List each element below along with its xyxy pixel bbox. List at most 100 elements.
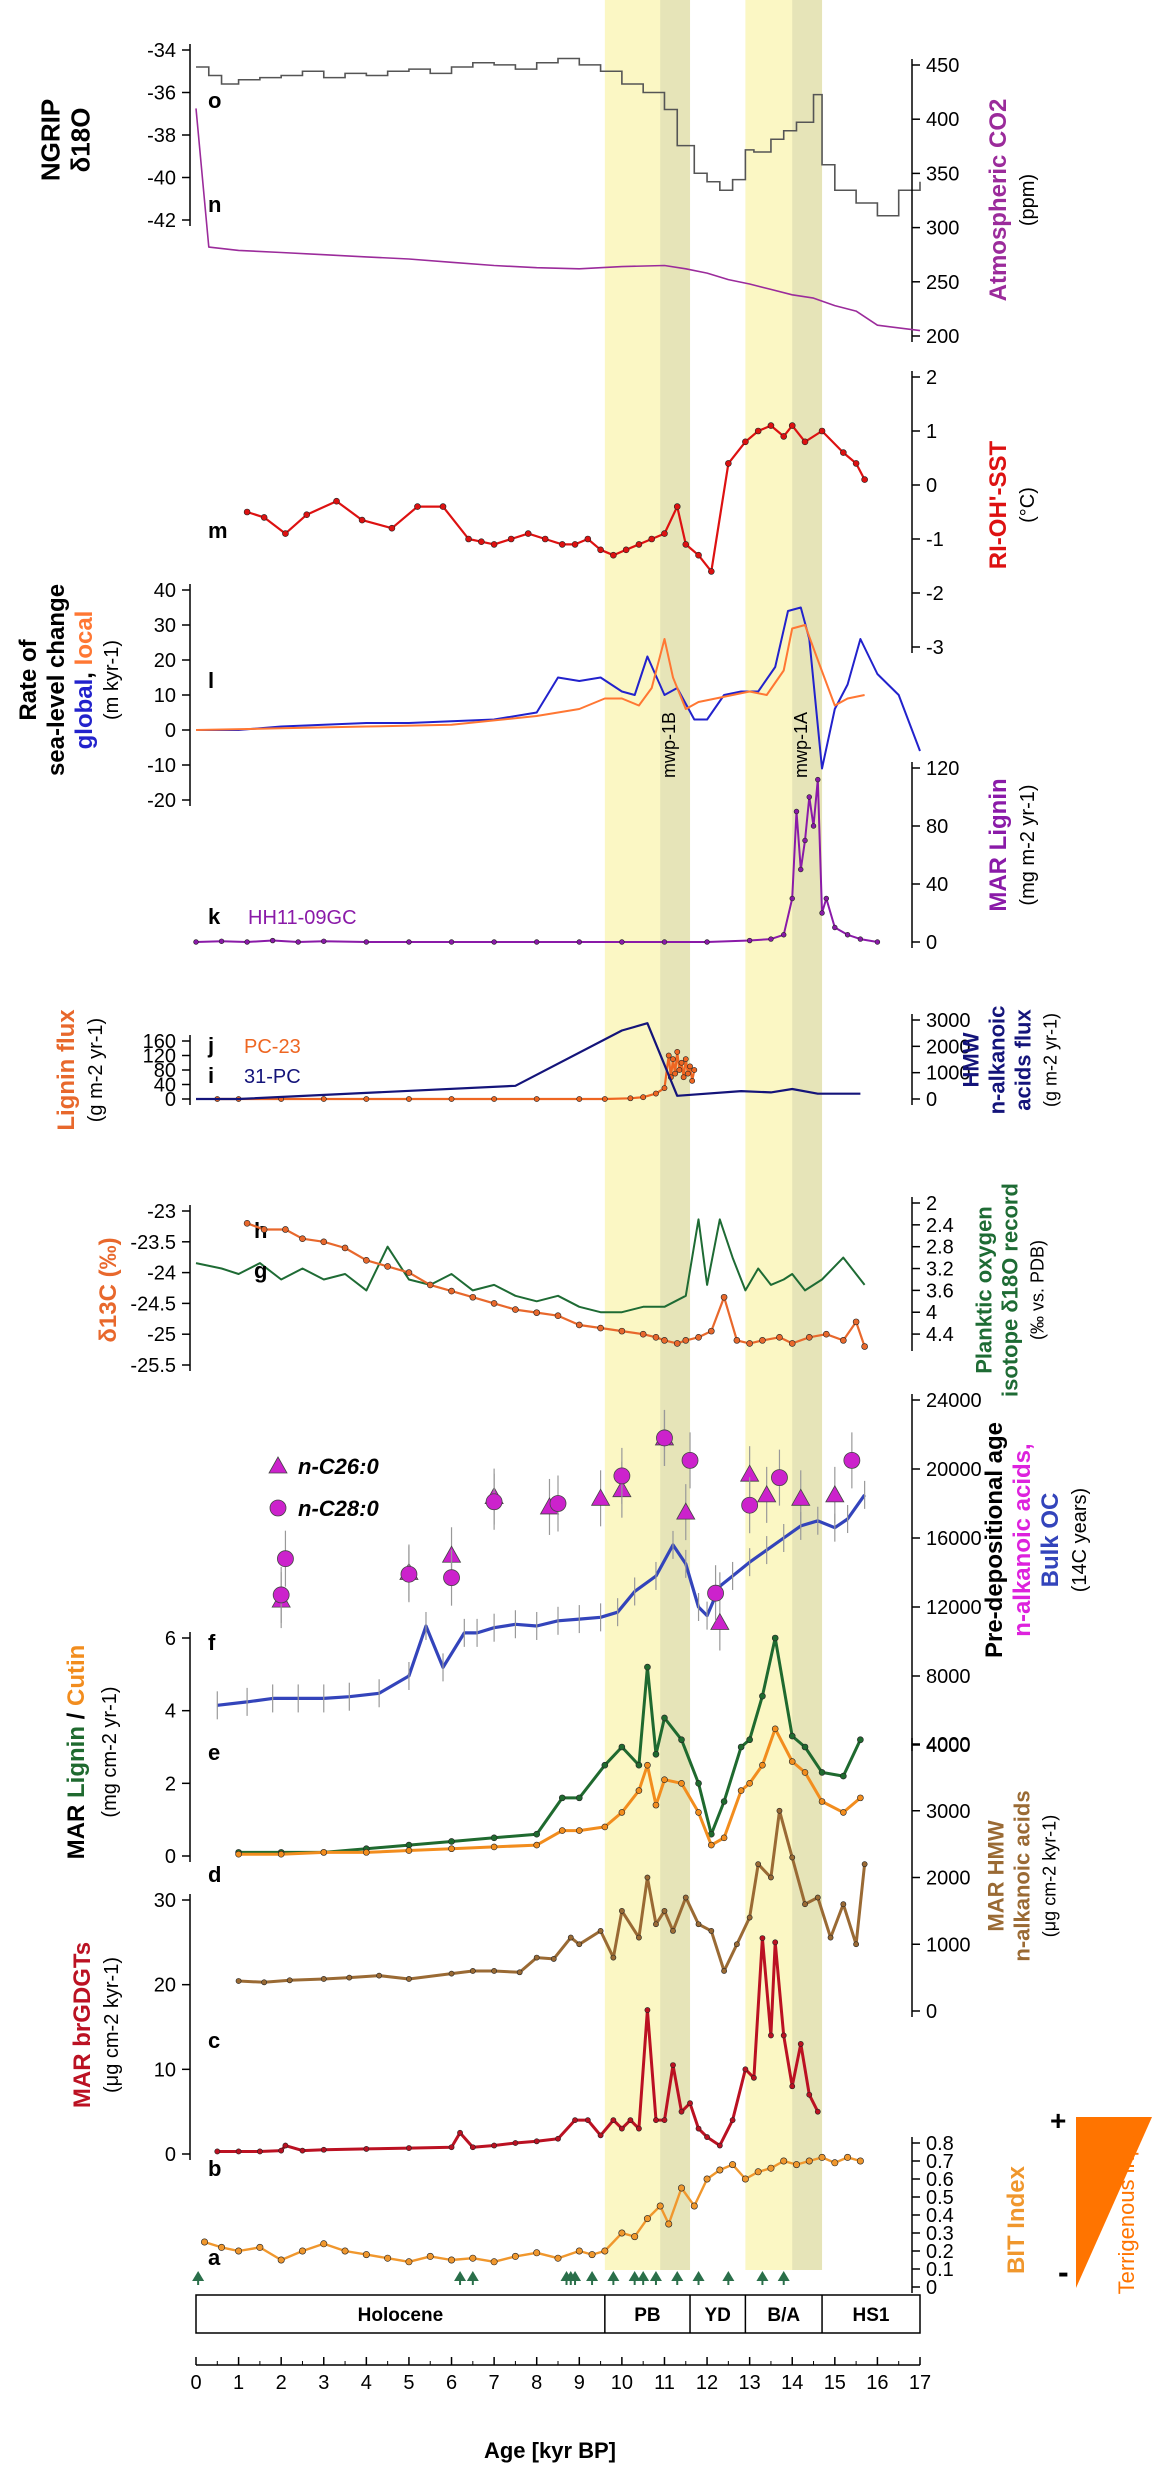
series-sst-point-21 <box>635 541 643 548</box>
series-mar-brgdgts-point-33 <box>742 2066 749 2073</box>
series-name-31pc: 31-PC <box>244 1066 301 1088</box>
series-mar-lignin-hh11-point-23 <box>810 823 817 829</box>
ylabel-ij-left-line-0: Lignin flux <box>53 1009 80 1131</box>
x-tick-label-1: 1 <box>233 2372 244 2394</box>
series-mar-hmw-point-35 <box>827 1934 834 1941</box>
series-mar-hmw-point-34 <box>814 1894 821 1901</box>
axis-n-tick-label-2: 350 <box>926 163 959 185</box>
series-mar-brgdgts-point-19 <box>610 2117 617 2124</box>
period-label-4: HS1 <box>853 2305 890 2326</box>
axis-g: -23 -23.5 -24 -24.5 -25 -25.5 <box>130 1201 191 1377</box>
series-mar-cutin-point-5 <box>448 1845 455 1853</box>
ylabel-h: Planktic oxygen isotope δ18O record (‰ vs.… <box>971 1183 1047 1397</box>
tree-trunk <box>471 2281 474 2285</box>
tree-icon <box>628 2271 641 2281</box>
series-mar-brgdgts-point-13 <box>512 2140 519 2146</box>
tree-icon <box>607 2271 620 2281</box>
axis-g-tick-label-0: -23 <box>147 1201 176 1223</box>
series-mar-lignin-point-13 <box>644 1663 651 1671</box>
panel-letter-i: i <box>208 1063 214 1088</box>
tree-trunk <box>197 2281 200 2285</box>
terrigenous-minus: - <box>1058 2254 1069 2290</box>
series-sst-point-0 <box>243 508 251 516</box>
tree-trunk <box>727 2281 730 2285</box>
series-bit-point-16 <box>533 2249 541 2257</box>
series-mar-lignin-hh11-point-20 <box>798 866 804 873</box>
series-name-hh11: HH11-09GC <box>248 907 357 929</box>
series-bit-point-3 <box>256 2243 264 2251</box>
ylabel-c: MAR brGDGTs (μg cm-2 kyr-1) <box>69 1942 123 2108</box>
tree-marker-1 <box>454 2271 467 2285</box>
series-mar-brgdgts-point-10 <box>457 2129 463 2136</box>
axis-o-tick-label-3: -40 <box>147 168 176 190</box>
tree-icon <box>586 2271 599 2281</box>
axis-c-tick-label-3: 0 <box>165 2144 176 2166</box>
series-mar-lignin-point-27 <box>840 1772 847 1780</box>
series-mar-brgdgts-point-36 <box>768 2032 774 2039</box>
x-tick-label-17: 17 <box>909 2372 931 2394</box>
axis-b: 0.80.70.60.50.40.30.20.10 <box>911 2133 954 2299</box>
series-sst-point-29 <box>742 438 749 446</box>
axis-c-tick-label-1: 20 <box>154 1975 176 1997</box>
series-sst-point-24 <box>673 503 681 510</box>
series-mar-hmw-point-24 <box>695 1921 702 1928</box>
axis-b-tick-label-8: 0 <box>926 2277 937 2299</box>
series-mar-lignin-hh11-point-0 <box>193 939 199 945</box>
series-PC-23-point-24 <box>684 1070 691 1077</box>
series-sst-point-31 <box>767 422 775 429</box>
series-bit-point-0 <box>201 2238 209 2246</box>
ylabel-d-line-2: (μg cm-2 kyr-1) <box>1039 1815 1059 1937</box>
c26-point-12 <box>791 1488 811 1506</box>
axis-g-tick-label-4: -25 <box>147 1324 176 1346</box>
series-d13c-point-29 <box>759 1337 766 1344</box>
series-mar-lignin-point-8 <box>558 1794 566 1802</box>
series-mar-lignin-point-24 <box>788 1732 796 1740</box>
series-mar-hmw-point-4 <box>346 1974 353 1981</box>
axis-b-tick-label-0: 0.8 <box>926 2133 954 2155</box>
axis-l-tick-label-0: 40 <box>154 580 176 602</box>
series-d13c-point-1 <box>260 1226 268 1233</box>
series-mar-lignin-hh11-point-14 <box>704 939 710 945</box>
axis-g-tick-label-3: -24.5 <box>130 1293 176 1315</box>
tree-icon <box>454 2271 467 2281</box>
tree-trunk <box>654 2281 657 2285</box>
ylabel-ij-right-line-3: (g m-2 yr-1) <box>1040 1013 1060 1107</box>
axis-n-tick-label-5: 200 <box>926 326 959 348</box>
series-mar-brgdgts-point-41 <box>806 2091 813 2098</box>
axis-h-tick-label-0: 2 <box>926 1193 937 1215</box>
series-mar-hmw-point-10 <box>516 1969 523 1976</box>
ylabel-e: MAR Lignin / Cutin (mg cm-2 yr-1) <box>63 1645 121 1860</box>
series-mar-brgdgts-point-37 <box>772 1939 779 1946</box>
legend-c26-marker <box>268 1456 288 1474</box>
series-mar-brgdgts-point-20 <box>618 2125 625 2132</box>
axis-f-tick-label-3: 12000 <box>926 1597 982 1619</box>
ylabel-k-line-1: (mg m-2 yr-1) <box>1017 784 1039 905</box>
series-d13c-point-9 <box>426 1281 434 1289</box>
series-d13c-point-31 <box>788 1340 796 1347</box>
series-PC-23-point-3 <box>320 1096 327 1102</box>
axis-e: 6 4 2 0 <box>165 1628 191 1868</box>
terrigenous-input-indicator: + - Terrigenous input <box>1050 2105 1152 2294</box>
axis-ij-right-tick-label-1: 2000 <box>926 1036 971 1058</box>
series-mar-hmw-point-11 <box>533 1954 540 1961</box>
series-d13c-point-17 <box>597 1324 604 1332</box>
panel-letter-j: j <box>207 1033 214 1058</box>
series-sst-point-19 <box>610 551 617 559</box>
panel-letter-c: c <box>208 2028 220 2053</box>
ylabel-b: BIT Index <box>1003 2165 1030 2274</box>
shading-layer <box>604 0 823 2270</box>
ylabel-g-line-0: δ13C (‰) <box>95 1237 122 1342</box>
series-sst-point-4 <box>333 497 340 505</box>
series-sealevel-local <box>195 624 865 731</box>
panel-letter-g: g <box>254 1258 267 1283</box>
series-mar-lignin-hh11-point-3 <box>269 937 276 944</box>
series-bit-point-30 <box>729 2161 737 2169</box>
series-d13c-point-33 <box>823 1330 830 1338</box>
ylabel-ij-right-line-2: acids flux <box>1010 1008 1035 1110</box>
series-bit-point-24 <box>656 2202 664 2210</box>
series-mar-cutin-point-26 <box>818 1798 826 1805</box>
series-mar-brgdgts-point-29 <box>695 2125 702 2132</box>
ylabel-n: Atmospheric CO2 (ppm) <box>985 99 1039 302</box>
series-d13c-point-4 <box>320 1238 328 1246</box>
series-mar-lignin-point-4 <box>405 1841 413 1849</box>
